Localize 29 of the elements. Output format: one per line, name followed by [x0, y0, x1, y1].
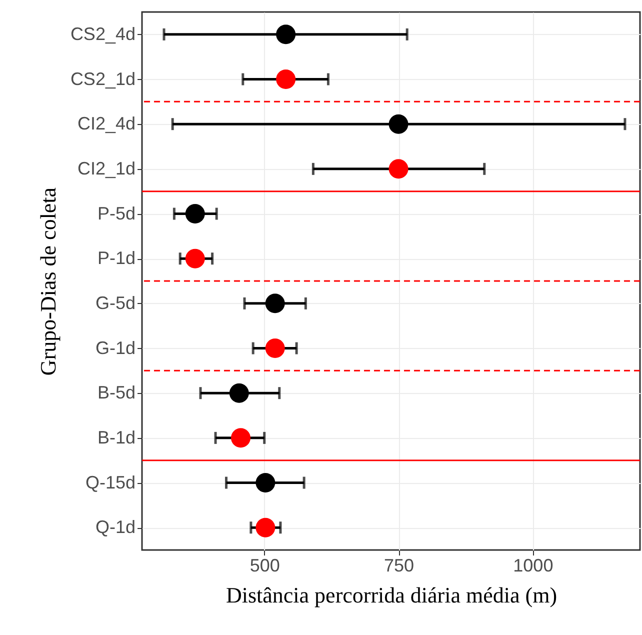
y-tick-label: CS2_4d: [70, 24, 136, 44]
point: [388, 114, 408, 134]
point: [265, 338, 285, 358]
x-tick-label: 500: [250, 556, 280, 576]
point: [388, 159, 408, 179]
point: [185, 204, 205, 224]
point: [229, 383, 249, 403]
y-tick-label: B-1d: [97, 427, 136, 448]
y-tick-label: CI2_1d: [77, 158, 136, 178]
y-tick-label: B-5d: [97, 382, 136, 403]
point: [256, 473, 276, 492]
point: [230, 428, 250, 448]
y-tick-label: P-1d: [97, 248, 136, 268]
y-tick-label: P-5d: [97, 203, 136, 224]
x-axis-title: Distância percorrida diária média (m): [226, 582, 558, 608]
point: [276, 24, 296, 44]
point: [276, 70, 296, 89]
point: [185, 248, 205, 268]
y-tick-label: CS2_1d: [70, 68, 136, 89]
point: [265, 294, 285, 314]
y-tick-label: Q-15d: [85, 472, 136, 492]
point: [256, 518, 276, 538]
y-tick-label: G-1d: [95, 338, 136, 358]
y-tick-label: G-5d: [95, 292, 136, 313]
y-tick-label: CI2_4d: [77, 114, 136, 134]
x-tick-label: 750: [384, 556, 414, 576]
x-tick-label: 1000: [513, 556, 554, 576]
y-axis-title: Grupo-Dias de coleta: [35, 187, 60, 376]
y-tick-label: Q-1d: [95, 517, 136, 538]
